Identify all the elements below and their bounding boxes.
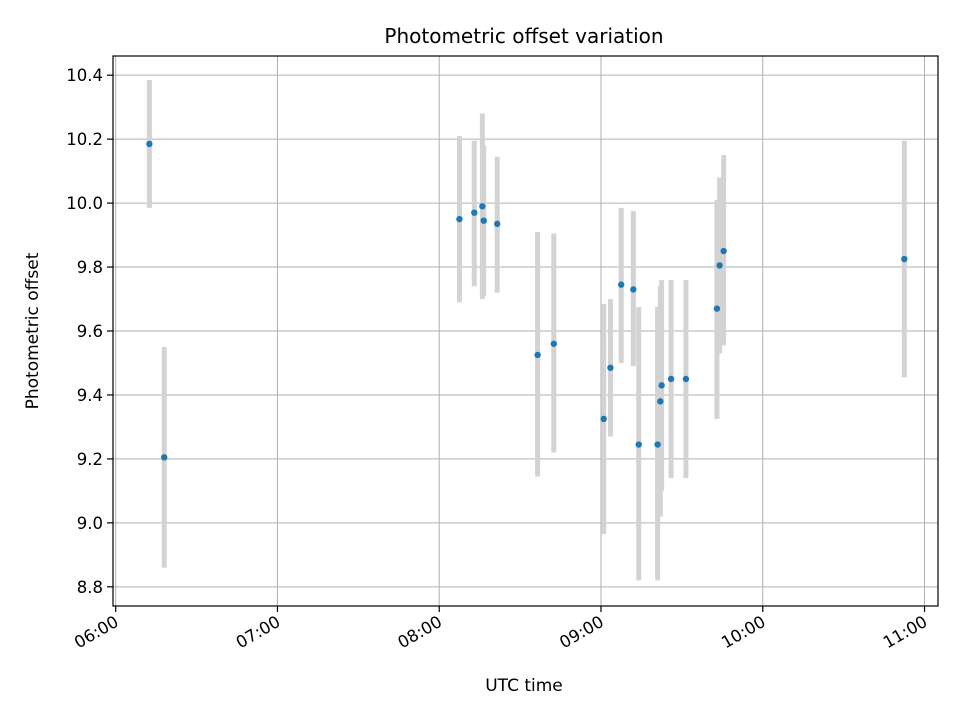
data-point bbox=[635, 441, 642, 448]
x-axis-title: UTC time bbox=[485, 676, 563, 696]
data-point bbox=[534, 351, 541, 359]
data-point bbox=[479, 203, 486, 210]
data-point bbox=[682, 375, 690, 383]
data-point bbox=[654, 441, 661, 448]
data-point bbox=[658, 382, 665, 389]
y-tick-label: 8.8 bbox=[77, 578, 103, 597]
data-point bbox=[493, 220, 501, 228]
data-point bbox=[161, 454, 168, 461]
y-axis-title: Photometric offset bbox=[23, 252, 43, 409]
data-point bbox=[667, 375, 675, 383]
data-point bbox=[456, 215, 463, 223]
y-tick-label: 9.4 bbox=[77, 386, 103, 405]
data-point bbox=[657, 398, 664, 405]
data-point bbox=[720, 247, 727, 255]
y-tick-label: 9.6 bbox=[77, 322, 103, 341]
y-tick-label: 9.2 bbox=[77, 450, 103, 469]
data-point bbox=[713, 305, 721, 312]
data-point bbox=[550, 340, 558, 347]
grid bbox=[113, 56, 938, 606]
data-point bbox=[901, 255, 908, 263]
y-tick-label: 9.0 bbox=[77, 514, 103, 533]
y-tick-label: 9.8 bbox=[77, 258, 103, 277]
data-point bbox=[607, 364, 614, 371]
data-point bbox=[480, 217, 487, 224]
y-axis-ticks: 8.8 9.0 9.2 9.4 9.6 9.8 10.0 10.2 10.4 bbox=[66, 66, 113, 597]
y-tick-label: 10.2 bbox=[66, 130, 103, 149]
data-point bbox=[600, 415, 607, 423]
data-point bbox=[471, 209, 478, 216]
y-tick-label: 10.0 bbox=[66, 194, 103, 213]
data-point bbox=[618, 281, 625, 288]
data-point bbox=[146, 140, 153, 148]
data-point bbox=[716, 262, 723, 269]
data-point bbox=[630, 286, 637, 293]
y-tick-label: 10.4 bbox=[66, 66, 103, 85]
chart-title: Photometric offset variation bbox=[384, 24, 663, 48]
data-points bbox=[146, 140, 908, 461]
